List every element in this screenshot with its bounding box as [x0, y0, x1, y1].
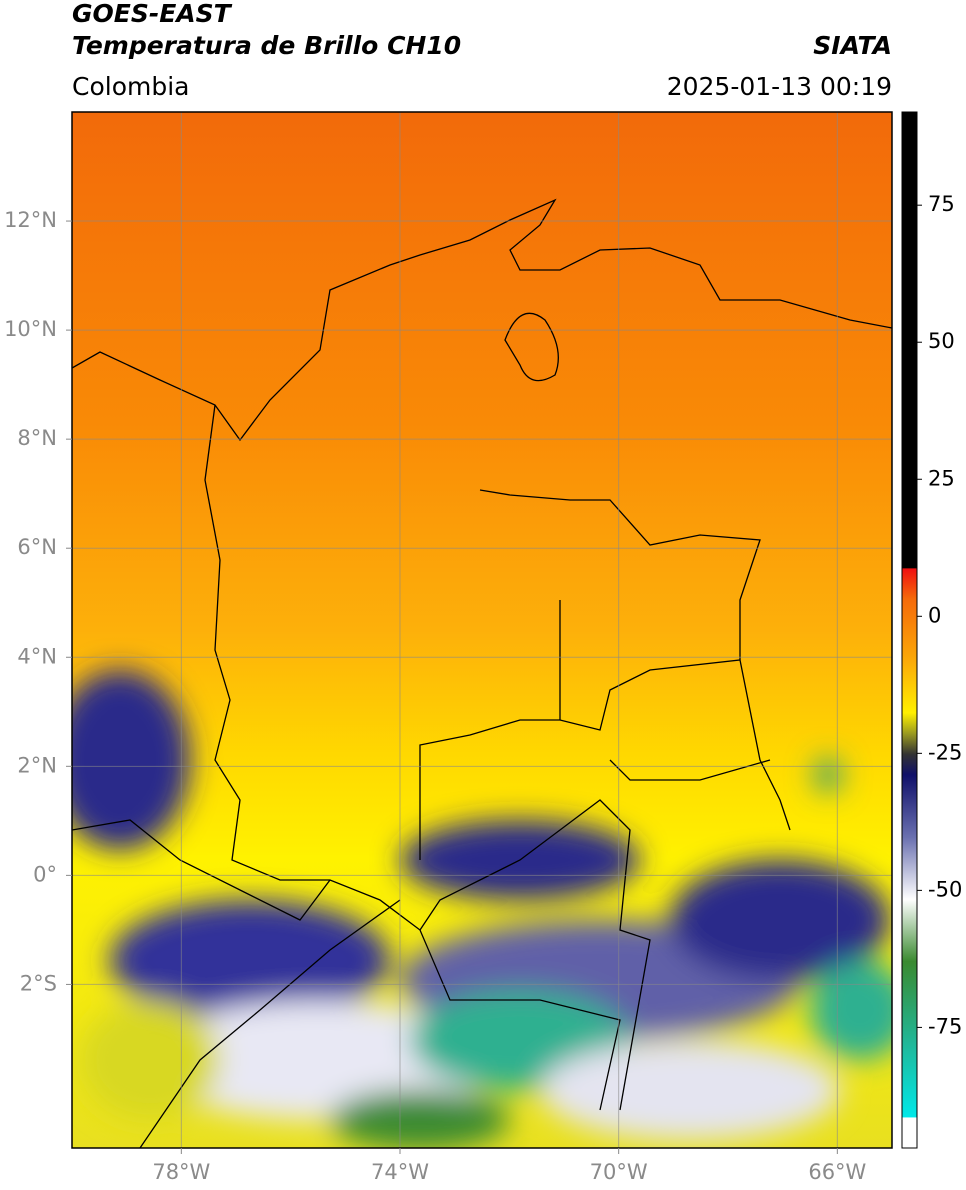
colorbar-tick-label: 75: [928, 192, 955, 216]
y-tick-label: 4°N: [17, 644, 57, 668]
agency: SIATA: [813, 31, 892, 60]
x-tick-label: 74°W: [371, 1160, 429, 1184]
cloud-field: [72, 670, 892, 1148]
y-tick-label: 10°N: [4, 317, 57, 341]
colorbar: [901, 111, 918, 1149]
colorbar-tick-label: 0: [928, 603, 941, 627]
timestamp: 2025-01-13 00:19: [667, 72, 892, 101]
colorbar-tick-label: 25: [928, 466, 955, 490]
colorbar-tick-label: -25: [928, 740, 962, 764]
y-tick-label: 6°N: [17, 535, 57, 559]
y-tick-label: 8°N: [17, 426, 57, 450]
colorbar-tick-label: -75: [928, 1014, 962, 1038]
map-frame: [71, 111, 893, 1149]
x-tick-label: 78°W: [152, 1160, 210, 1184]
satellite-image: [72, 112, 892, 1148]
region: Colombia: [72, 72, 189, 101]
y-tick-label: 12°N: [4, 208, 57, 232]
y-tick-label: 2°S: [20, 971, 57, 995]
x-tick-label: 70°W: [590, 1160, 648, 1184]
x-tick-label: 66°W: [808, 1160, 866, 1184]
satellite-title: GOES-EAST: [72, 0, 233, 28]
colorbar-tick-label: 50: [928, 329, 955, 353]
y-tick-label: 2°N: [17, 753, 57, 777]
boundaries: [72, 198, 892, 1148]
product-title: Temperatura de Brillo CH10: [72, 31, 461, 60]
colorbar-tick-label: -50: [928, 877, 962, 901]
y-tick-label: 0°: [33, 862, 57, 886]
graticule: [72, 112, 892, 1148]
